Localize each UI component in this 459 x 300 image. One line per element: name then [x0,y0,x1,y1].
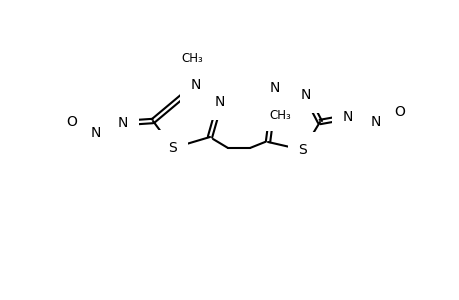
Text: N: N [214,95,225,109]
Text: O: O [394,105,404,119]
Text: N: N [269,81,280,95]
Text: N: N [90,126,101,140]
Text: S: S [298,143,307,157]
Text: N: N [300,88,310,102]
Text: CH₃: CH₃ [269,109,290,122]
Text: N: N [342,110,353,124]
Text: N: N [190,78,201,92]
Text: S: S [168,141,177,155]
Text: N: N [118,116,128,130]
Text: N: N [370,115,381,129]
Text: O: O [67,115,77,129]
Text: CH₃: CH₃ [181,52,202,64]
